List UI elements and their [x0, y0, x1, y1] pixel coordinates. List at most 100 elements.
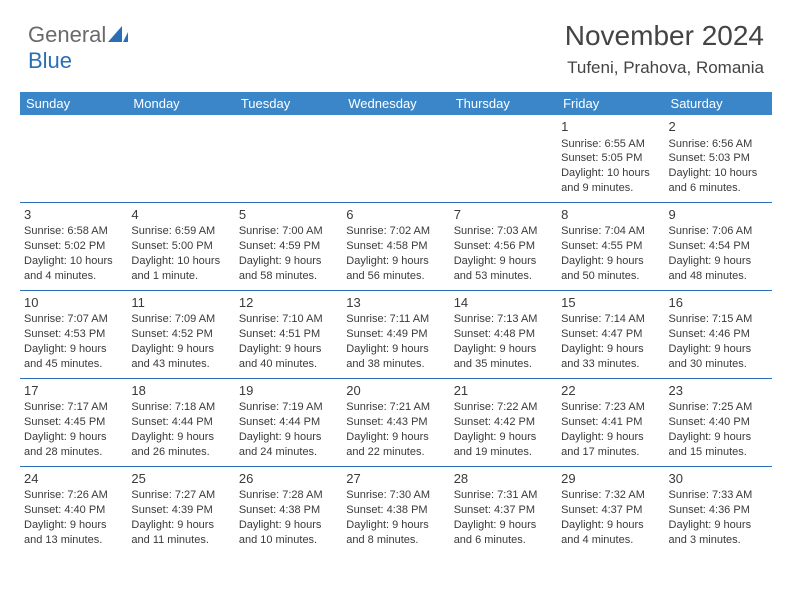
sunrise-text: Sunrise: 7:02 AM [346, 224, 445, 239]
daylight-text: Daylight: 9 hours and 48 minutes. [669, 254, 768, 284]
sunset-text: Sunset: 4:45 PM [24, 415, 123, 430]
daylight-text: Daylight: 9 hours and 38 minutes. [346, 342, 445, 372]
sunset-text: Sunset: 5:02 PM [24, 239, 123, 254]
sunrise-text: Sunrise: 7:26 AM [24, 488, 123, 503]
calendar-cell: 23Sunrise: 7:25 AMSunset: 4:40 PMDayligh… [665, 378, 772, 466]
day-header: Monday [127, 92, 234, 115]
calendar-cell [450, 115, 557, 202]
sunrise-text: Sunrise: 7:06 AM [669, 224, 768, 239]
day-header-row: Sunday Monday Tuesday Wednesday Thursday… [20, 92, 772, 115]
sunrise-text: Sunrise: 6:59 AM [131, 224, 230, 239]
calendar-row: 1Sunrise: 6:55 AMSunset: 5:05 PMDaylight… [20, 115, 772, 202]
sunrise-text: Sunrise: 7:28 AM [239, 488, 338, 503]
sunset-text: Sunset: 4:44 PM [239, 415, 338, 430]
day-number: 4 [131, 206, 230, 224]
calendar-cell: 15Sunrise: 7:14 AMSunset: 4:47 PMDayligh… [557, 290, 664, 378]
calendar-row: 24Sunrise: 7:26 AMSunset: 4:40 PM Dayligh… [20, 466, 772, 553]
calendar-cell: 2Sunrise: 6:56 AMSunset: 5:03 PMDaylight… [665, 115, 772, 202]
calendar-table: Sunday Monday Tuesday Wednesday Thursday… [20, 92, 772, 554]
sunrise-text: Sunrise: 7:21 AM [346, 400, 445, 415]
calendar-cell: 10Sunrise: 7:07 AMSunset: 4:53 PMDayligh… [20, 290, 127, 378]
sunset-text: Sunset: 4:47 PM [561, 327, 660, 342]
day-header: Saturday [665, 92, 772, 115]
daylight-text: Daylight: 9 hours and 33 minutes. [561, 342, 660, 372]
location-text: Tufeni, Prahova, Romania [567, 58, 764, 78]
day-number: 24 [24, 470, 123, 488]
daylight-text: Daylight: 10 hours and 6 minutes. [669, 166, 768, 196]
calendar-cell: 24Sunrise: 7:26 AMSunset: 4:40 PMDayligh… [20, 466, 127, 553]
day-number: 19 [239, 382, 338, 400]
sunrise-text: Sunrise: 7:32 AM [561, 488, 660, 503]
day-number: 17 [24, 382, 123, 400]
daylight-text: Daylight: 9 hours and 30 minutes. [669, 342, 768, 372]
sunset-text: Sunset: 4:41 PM [561, 415, 660, 430]
sunset-text: Sunset: 4:53 PM [24, 327, 123, 342]
calendar-cell: 8Sunrise: 7:04 AMSunset: 4:55 PMDaylight… [557, 202, 664, 290]
sunrise-text: Sunrise: 6:56 AM [669, 137, 768, 152]
day-number: 13 [346, 294, 445, 312]
sunrise-text: Sunrise: 7:23 AM [561, 400, 660, 415]
daylight-text: Daylight: 9 hours and 6 minutes. [454, 518, 553, 548]
calendar-cell: 7Sunrise: 7:03 AMSunset: 4:56 PMDaylight… [450, 202, 557, 290]
calendar-cell: 5Sunrise: 7:00 AMSunset: 4:59 PMDaylight… [235, 202, 342, 290]
day-number: 2 [669, 118, 768, 136]
sunrise-text: Sunrise: 7:09 AM [131, 312, 230, 327]
daylight-text: Daylight: 9 hours and 17 minutes. [561, 430, 660, 460]
day-number: 27 [346, 470, 445, 488]
sunset-text: Sunset: 4:36 PM [669, 503, 768, 518]
calendar-cell: 6Sunrise: 7:02 AMSunset: 4:58 PMDaylight… [342, 202, 449, 290]
daylight-text: Daylight: 9 hours and 43 minutes. [131, 342, 230, 372]
page-title: November 2024 [565, 20, 764, 52]
daylight-text: Daylight: 9 hours and 56 minutes. [346, 254, 445, 284]
calendar-cell: 4Sunrise: 6:59 AMSunset: 5:00 PMDaylight… [127, 202, 234, 290]
calendar-cell: 17Sunrise: 7:17 AMSunset: 4:45 PMDayligh… [20, 378, 127, 466]
logo-word2: Blue [28, 48, 72, 73]
daylight-text: Daylight: 10 hours and 4 minutes. [24, 254, 123, 284]
day-number: 11 [131, 294, 230, 312]
logo-sail-icon [108, 26, 128, 44]
sunset-text: Sunset: 4:52 PM [131, 327, 230, 342]
sunset-text: Sunset: 4:38 PM [346, 503, 445, 518]
calendar-cell: 12Sunrise: 7:10 AMSunset: 4:51 PMDayligh… [235, 290, 342, 378]
day-number: 10 [24, 294, 123, 312]
day-number: 3 [24, 206, 123, 224]
day-header: Sunday [20, 92, 127, 115]
calendar-row: 17Sunrise: 7:17 AMSunset: 4:45 PMDayligh… [20, 378, 772, 466]
sunset-text: Sunset: 5:00 PM [131, 239, 230, 254]
calendar-cell: 26Sunrise: 7:28 AMSunset: 4:38 PMDayligh… [235, 466, 342, 553]
sunset-text: Sunset: 4:51 PM [239, 327, 338, 342]
calendar-cell: 3Sunrise: 6:58 AMSunset: 5:02 PMDaylight… [20, 202, 127, 290]
day-number: 25 [131, 470, 230, 488]
sunrise-text: Sunrise: 7:30 AM [346, 488, 445, 503]
sunset-text: Sunset: 4:49 PM [346, 327, 445, 342]
day-header: Thursday [450, 92, 557, 115]
day-header: Tuesday [235, 92, 342, 115]
day-number: 28 [454, 470, 553, 488]
calendar-cell: 21Sunrise: 7:22 AMSunset: 4:42 PMDayligh… [450, 378, 557, 466]
sunrise-text: Sunrise: 7:19 AM [239, 400, 338, 415]
sunrise-text: Sunrise: 7:27 AM [131, 488, 230, 503]
calendar-cell: 29Sunrise: 7:32 AMSunset: 4:37 PMDayligh… [557, 466, 664, 553]
sunset-text: Sunset: 4:40 PM [24, 503, 123, 518]
calendar-cell [342, 115, 449, 202]
daylight-text: Daylight: 9 hours and 3 minutes. [669, 518, 768, 548]
sunset-text: Sunset: 4:40 PM [669, 415, 768, 430]
sunset-text: Sunset: 4:59 PM [239, 239, 338, 254]
day-number: 21 [454, 382, 553, 400]
daylight-text: Daylight: 9 hours and 4 minutes. [561, 518, 660, 548]
day-number: 20 [346, 382, 445, 400]
daylight-text: Daylight: 9 hours and 50 minutes. [561, 254, 660, 284]
sunset-text: Sunset: 4:37 PM [561, 503, 660, 518]
sunrise-text: Sunrise: 7:18 AM [131, 400, 230, 415]
sunset-text: Sunset: 4:42 PM [454, 415, 553, 430]
sunset-text: Sunset: 4:54 PM [669, 239, 768, 254]
sunset-text: Sunset: 4:38 PM [239, 503, 338, 518]
daylight-text: Daylight: 9 hours and 53 minutes. [454, 254, 553, 284]
calendar-cell: 20Sunrise: 7:21 AMSunset: 4:43 PMDayligh… [342, 378, 449, 466]
daylight-text: Daylight: 9 hours and 26 minutes. [131, 430, 230, 460]
sunrise-text: Sunrise: 7:25 AM [669, 400, 768, 415]
day-header: Wednesday [342, 92, 449, 115]
day-number: 22 [561, 382, 660, 400]
daylight-text: Daylight: 10 hours and 1 minute. [131, 254, 230, 284]
calendar-cell: 11Sunrise: 7:09 AMSunset: 4:52 PMDayligh… [127, 290, 234, 378]
